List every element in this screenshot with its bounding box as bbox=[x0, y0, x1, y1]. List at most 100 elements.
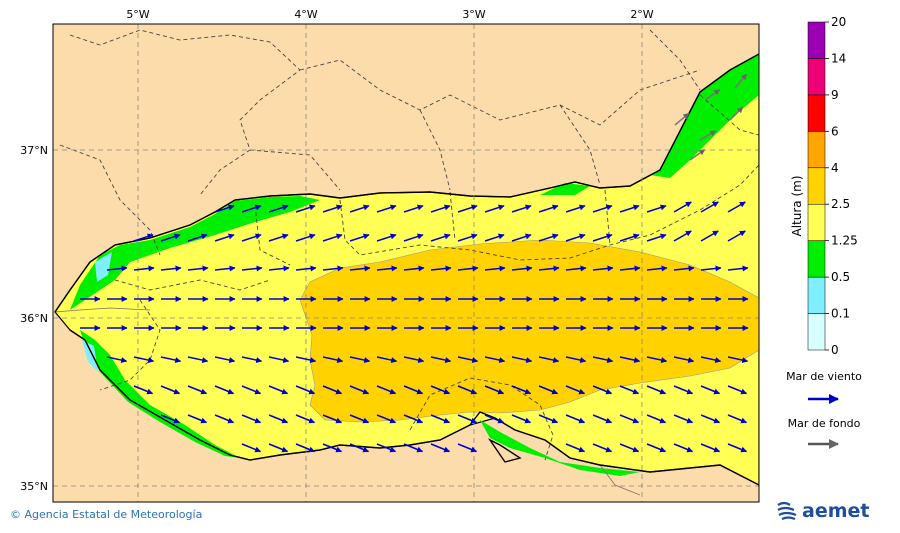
legend-swell-label: Mar de fondo bbox=[788, 417, 861, 430]
wind-sea-arrow bbox=[133, 385, 154, 395]
wind-sea-arrow bbox=[268, 414, 289, 424]
lon-label: 5°W bbox=[126, 8, 149, 21]
longitude-labels: 5°W 4°W 3°W 2°W bbox=[126, 8, 653, 21]
wind-sea-arrow bbox=[376, 356, 398, 364]
wind-sea-arrow bbox=[592, 414, 613, 424]
wind-sea-arrow bbox=[592, 385, 613, 395]
wind-sea-arrow bbox=[538, 204, 559, 213]
colorbar-tick-label: 2.5 bbox=[831, 197, 850, 211]
wind-sea-arrow bbox=[619, 233, 640, 242]
wind-sea-arrow bbox=[241, 414, 262, 424]
wind-sea-arrow bbox=[376, 443, 397, 453]
wind-sea-arrow bbox=[592, 443, 613, 453]
wind-sea-arrow bbox=[646, 414, 667, 424]
wind-sea-arrow bbox=[349, 385, 370, 395]
wind-sea-arrow bbox=[457, 385, 478, 395]
wind-sea-arrow bbox=[484, 204, 505, 213]
wind-sea-arrow bbox=[538, 265, 560, 272]
wind-sea-arrow bbox=[484, 356, 506, 364]
colorbar-tick-label: 20 bbox=[831, 15, 846, 29]
wind-sea-arrow bbox=[403, 356, 425, 364]
wind-sea-arrow bbox=[322, 265, 344, 272]
colorbar-tick-label: 9 bbox=[831, 88, 839, 102]
colorbar-tick-label: 14 bbox=[831, 51, 846, 65]
wind-sea-arrow bbox=[430, 414, 451, 424]
wind-sea-arrow bbox=[403, 443, 424, 453]
wind-sea-arrow bbox=[511, 233, 532, 242]
swell-arrow bbox=[729, 106, 744, 121]
wind-sea-arrow bbox=[430, 443, 451, 453]
wind-sea-arrow bbox=[241, 265, 263, 272]
wind-sea-arrow bbox=[376, 265, 398, 272]
wind-sea-arrow bbox=[700, 265, 722, 272]
wind-sea-arrow bbox=[457, 414, 478, 424]
wind-sea-arrow bbox=[241, 385, 262, 395]
map-area bbox=[53, 24, 759, 502]
wind-sea-arrow bbox=[511, 265, 533, 272]
wind-sea-arrow bbox=[376, 204, 397, 213]
wind-sea-arrow bbox=[673, 414, 694, 424]
wind-sea-arrow bbox=[457, 204, 478, 213]
wind-sea-arrow bbox=[565, 265, 587, 272]
wind-sea-arrow bbox=[376, 233, 397, 242]
wind-sea-arrow bbox=[241, 233, 262, 242]
wind-sea-arrow bbox=[133, 233, 154, 242]
coastal-band-northeast bbox=[650, 54, 759, 178]
wind-sea-arrow bbox=[619, 356, 641, 364]
wind-sea-arrow bbox=[565, 414, 586, 424]
wind-sea-arrow bbox=[484, 385, 505, 395]
wind-sea-arrow bbox=[160, 414, 181, 424]
coastal-band-southeast bbox=[480, 420, 640, 476]
wind-sea-arrow bbox=[268, 385, 289, 395]
colorbar-segment bbox=[807, 58, 826, 96]
wind-sea-arrow bbox=[592, 204, 613, 213]
wind-sea-arrow bbox=[565, 204, 586, 213]
swell-arrows bbox=[674, 73, 748, 161]
wind-sea-arrow bbox=[403, 265, 425, 272]
wind-sea-arrow bbox=[187, 385, 208, 395]
wind-sea-arrow bbox=[349, 204, 370, 213]
wind-sea-arrow bbox=[538, 233, 559, 242]
wind-sea-arrow bbox=[349, 265, 371, 272]
colorbar-tick-label: 0.5 bbox=[831, 270, 850, 284]
wind-sea-arrow bbox=[376, 414, 397, 424]
colorbar-segment bbox=[807, 167, 826, 205]
wind-sea-arrow bbox=[295, 414, 316, 424]
wind-sea-arrow bbox=[403, 204, 424, 213]
wind-sea-arrow bbox=[727, 201, 746, 213]
wind-sea-arrow bbox=[457, 356, 479, 364]
territory-lines bbox=[54, 307, 641, 496]
wind-sea-arrow bbox=[295, 233, 316, 242]
wind-sea-arrow bbox=[646, 385, 667, 395]
wind-sea-arrow bbox=[349, 443, 370, 453]
wind-sea-arrow bbox=[511, 356, 533, 364]
wind-sea-arrow bbox=[187, 414, 208, 424]
wind-sea-arrow bbox=[646, 265, 668, 272]
wind-sea-arrow bbox=[538, 385, 559, 395]
wind-sea-arrow bbox=[160, 233, 181, 242]
wind-sea-arrow bbox=[133, 356, 155, 364]
wind-sea-arrow bbox=[187, 233, 208, 242]
wind-sea-arrow bbox=[565, 356, 587, 364]
wind-sea-arrow bbox=[349, 356, 371, 364]
swell-arrow bbox=[689, 149, 706, 161]
wind-sea-arrow bbox=[592, 265, 614, 272]
wind-sea-arrow bbox=[403, 414, 424, 424]
wind-sea-arrow bbox=[484, 414, 505, 424]
lon-label: 2°W bbox=[630, 8, 653, 21]
swell-arrow bbox=[704, 89, 721, 101]
coastal-band-east-north bbox=[540, 183, 590, 195]
wind-sea-arrow bbox=[430, 385, 451, 395]
swell-arrow bbox=[674, 112, 690, 126]
coastal-band-southwest bbox=[80, 330, 240, 458]
sheltered-water-west bbox=[95, 252, 112, 282]
wind-sea-arrow bbox=[592, 233, 613, 242]
wind-sea-arrow bbox=[106, 265, 128, 272]
wind-sea-arrow bbox=[322, 414, 343, 424]
wind-sea-arrow bbox=[619, 385, 640, 395]
wind-sea-arrow bbox=[322, 356, 344, 364]
wind-sea-arrow bbox=[673, 385, 694, 395]
wind-sea-arrow bbox=[700, 414, 721, 424]
legend: Mar de viento Mar de fondo bbox=[786, 370, 862, 449]
colorbar-tick-label: 0.1 bbox=[831, 307, 850, 321]
